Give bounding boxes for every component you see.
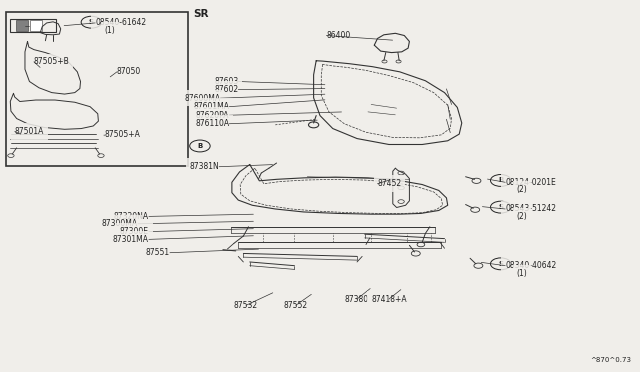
Text: 876110A: 876110A: [195, 119, 229, 128]
Text: 87551: 87551: [146, 248, 170, 257]
Text: 87380: 87380: [345, 295, 369, 304]
Text: 87620PA: 87620PA: [196, 111, 229, 120]
Text: 87600MA: 87600MA: [184, 94, 220, 103]
Text: 08124-0201E: 08124-0201E: [505, 178, 556, 187]
Text: 87532: 87532: [234, 301, 258, 310]
Text: (1): (1): [516, 269, 527, 278]
Bar: [6, 12, 188, 166]
Text: 87552: 87552: [284, 301, 308, 310]
Text: 87301MA: 87301MA: [113, 235, 149, 244]
Text: (1): (1): [105, 26, 116, 35]
Text: S: S: [89, 19, 94, 25]
Text: 87601MA: 87601MA: [193, 102, 229, 111]
Text: B: B: [498, 177, 503, 183]
Text: SR: SR: [193, 9, 209, 19]
Text: 87603: 87603: [214, 77, 238, 86]
Text: 08540-61642: 08540-61642: [95, 19, 147, 28]
Text: 87381N: 87381N: [189, 162, 219, 171]
Text: 87452: 87452: [378, 179, 402, 188]
Text: 08543-51242: 08543-51242: [505, 205, 556, 214]
Text: 86400: 86400: [326, 31, 351, 40]
Text: (2): (2): [516, 185, 527, 194]
Text: 08340-40642: 08340-40642: [505, 261, 556, 270]
Text: 87501A: 87501A: [15, 127, 44, 136]
Text: 87505+B: 87505+B: [34, 57, 70, 66]
Text: S: S: [498, 261, 503, 267]
Text: 87418+A: 87418+A: [371, 295, 407, 304]
Text: 87050: 87050: [117, 67, 141, 76]
Bar: [10, 19, 56, 32]
Text: 87300E: 87300E: [120, 227, 149, 236]
Text: 87602: 87602: [214, 85, 238, 94]
Text: 87505+A: 87505+A: [104, 130, 140, 140]
Text: 87320NA: 87320NA: [114, 212, 149, 221]
Bar: [16, 20, 28, 31]
Text: S: S: [498, 204, 503, 210]
Text: (2): (2): [516, 212, 527, 221]
Text: ^870^0.73: ^870^0.73: [591, 357, 632, 363]
Text: B: B: [197, 143, 203, 149]
Text: 87300MA: 87300MA: [102, 219, 138, 228]
Bar: [30, 20, 42, 31]
